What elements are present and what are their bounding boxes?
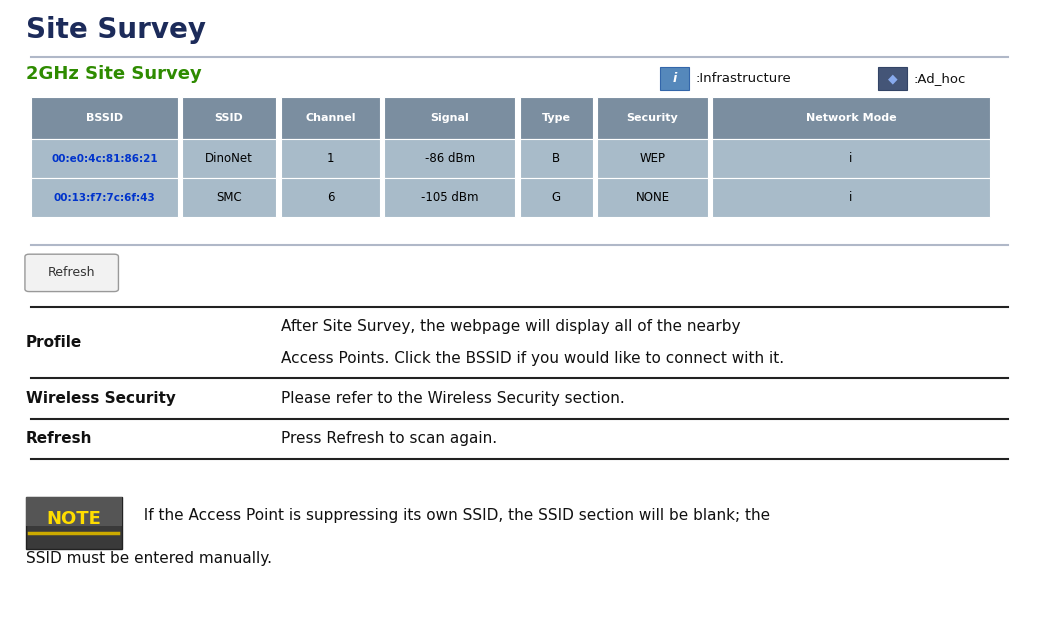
Text: 00:13:f7:7c:6f:43: 00:13:f7:7c:6f:43 xyxy=(54,193,155,203)
Text: NOTE: NOTE xyxy=(47,510,101,528)
Text: -86 dBm: -86 dBm xyxy=(425,152,475,165)
Text: :Ad_hoc: :Ad_hoc xyxy=(913,72,965,85)
FancyBboxPatch shape xyxy=(25,254,118,292)
Text: Access Points. Click the BSSID if you would like to connect with it.: Access Points. Click the BSSID if you wo… xyxy=(281,351,783,366)
Text: G: G xyxy=(552,191,561,204)
Text: Security: Security xyxy=(627,113,678,123)
Text: :Infrastructure: :Infrastructure xyxy=(695,72,791,85)
Bar xyxy=(182,139,276,178)
Text: B: B xyxy=(553,152,560,165)
Bar xyxy=(26,497,122,549)
Bar xyxy=(31,97,178,139)
Text: Type: Type xyxy=(542,113,570,123)
Text: Channel: Channel xyxy=(305,113,355,123)
Bar xyxy=(182,178,276,217)
Text: Please refer to the Wireless Security section.: Please refer to the Wireless Security se… xyxy=(281,391,624,406)
Text: Site Survey: Site Survey xyxy=(26,16,206,44)
Text: Network Mode: Network Mode xyxy=(805,113,897,123)
Text: SMC: SMC xyxy=(216,191,242,204)
Bar xyxy=(384,139,515,178)
Text: Wireless Security: Wireless Security xyxy=(26,391,176,406)
Bar xyxy=(597,97,708,139)
Bar xyxy=(281,178,380,217)
Bar xyxy=(712,139,990,178)
Text: i: i xyxy=(672,72,676,85)
Bar xyxy=(520,139,593,178)
Text: NONE: NONE xyxy=(636,191,669,204)
FancyBboxPatch shape xyxy=(660,67,689,90)
Bar xyxy=(26,497,122,526)
Text: WEP: WEP xyxy=(639,152,666,165)
Text: Profile: Profile xyxy=(26,335,82,350)
Bar xyxy=(281,139,380,178)
Bar xyxy=(520,97,593,139)
Text: After Site Survey, the webpage will display all of the nearby: After Site Survey, the webpage will disp… xyxy=(281,319,740,334)
Bar xyxy=(597,178,708,217)
Bar xyxy=(712,178,990,217)
Text: Press Refresh to scan again.: Press Refresh to scan again. xyxy=(281,431,497,447)
Bar xyxy=(31,139,178,178)
Text: -105 dBm: -105 dBm xyxy=(421,191,479,204)
Bar xyxy=(281,97,380,139)
Text: Refresh: Refresh xyxy=(26,431,92,447)
Text: SSID: SSID xyxy=(215,113,243,123)
Text: 00:e0:4c:81:86:21: 00:e0:4c:81:86:21 xyxy=(51,153,158,164)
Text: BSSID: BSSID xyxy=(86,113,123,123)
Text: DinoNet: DinoNet xyxy=(205,152,254,165)
Text: 2GHz Site Survey: 2GHz Site Survey xyxy=(26,65,202,83)
FancyBboxPatch shape xyxy=(878,67,907,90)
Bar xyxy=(520,178,593,217)
Point xyxy=(112,529,125,536)
Bar xyxy=(31,178,178,217)
Bar xyxy=(384,178,515,217)
Text: ◆: ◆ xyxy=(887,72,898,85)
Bar xyxy=(597,139,708,178)
Point xyxy=(23,529,35,536)
Text: SSID must be entered manually.: SSID must be entered manually. xyxy=(26,551,272,566)
Text: i: i xyxy=(849,191,853,204)
Text: 6: 6 xyxy=(326,191,335,204)
Text: 1: 1 xyxy=(326,152,335,165)
Bar xyxy=(182,97,276,139)
Bar xyxy=(384,97,515,139)
Text: Refresh: Refresh xyxy=(48,267,96,279)
Text: If the Access Point is suppressing its own SSID, the SSID section will be blank;: If the Access Point is suppressing its o… xyxy=(134,508,770,523)
Bar xyxy=(712,97,990,139)
Text: i: i xyxy=(849,152,853,165)
Text: Signal: Signal xyxy=(430,113,470,123)
